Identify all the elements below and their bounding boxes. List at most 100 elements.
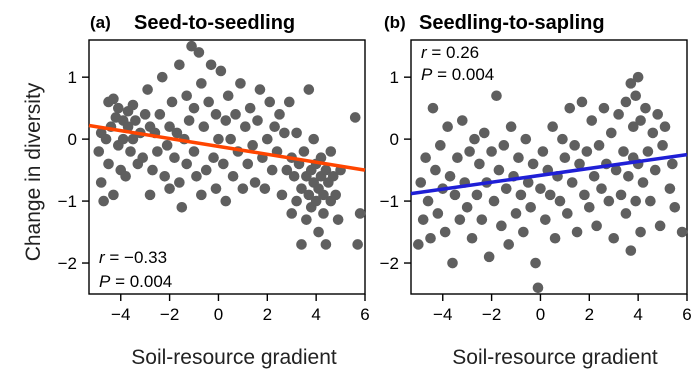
panel-b-data-point — [623, 170, 634, 182]
panel-b-data-point — [569, 140, 580, 151]
panel-b-fit-line — [410, 152, 688, 196]
panel-b-data-point — [557, 133, 568, 145]
panel-a-data-point — [240, 121, 251, 133]
panel-b-data-point — [471, 189, 483, 201]
panel-b-data-point — [476, 214, 488, 225]
panel-a-data-point — [166, 96, 178, 108]
panel-a-x-tick-label: 6 — [360, 305, 369, 324]
panel-a-data-point — [183, 115, 195, 126]
panel-a-x-axis-label: Soil-resource gradient — [131, 346, 337, 369]
panel-b-data-point — [456, 115, 468, 126]
panel-b-data-point — [522, 177, 534, 188]
panel-a-data-point — [98, 195, 109, 207]
panel-b-letter: (b) — [384, 13, 406, 32]
panel-a-data-point — [237, 183, 249, 194]
panel-a-data-point — [164, 121, 175, 133]
panel-a-data-point — [127, 133, 139, 145]
panel-a-data-point — [283, 96, 295, 108]
panel-b-data-point — [544, 189, 556, 201]
panel-a-data-point — [227, 170, 239, 182]
panel-a-ticks: −4 −2 0 2 4 6 −2 −1 0 1 — [58, 68, 370, 324]
panel-b-ticks: −4 −2 0 2 4 6 −2 −1 0 1 — [380, 68, 692, 324]
panel-b-data-point — [527, 158, 539, 170]
panel-a-x-tick-label: 2 — [263, 305, 272, 324]
panel-b-data-point — [425, 232, 436, 244]
panel-b-data-point — [637, 177, 649, 188]
panel-a-data-point — [188, 102, 200, 114]
panel-b-data-point — [435, 140, 446, 151]
panel-b: (b) Seedling-to-sapling −4 −2 0 2 4 6 −2 −1 0 1 r… — [380, 12, 692, 369]
panel-a-data-point — [213, 133, 224, 145]
panel-a-data-point — [220, 115, 232, 126]
panel-a-x-tick-label: −4 — [111, 305, 130, 324]
panel-a-data-point — [137, 152, 149, 164]
panel-b-frame — [410, 39, 688, 295]
panel-b-data-point — [608, 232, 620, 244]
panel-a-data-point — [303, 189, 315, 201]
panel-a-data-point — [176, 201, 188, 213]
panel-b-data-point — [464, 146, 475, 157]
panel-a-data-point — [296, 239, 307, 250]
panel-b-data-point — [632, 71, 644, 83]
panel-a-data-point — [181, 90, 192, 102]
panel-a-data-point — [279, 127, 290, 139]
panel-b-data-point — [491, 90, 502, 102]
panel-b-data-point — [496, 220, 507, 232]
panel-b-data-point — [615, 189, 627, 201]
panel-b-data-point — [576, 96, 588, 108]
panel-a-data-point — [181, 158, 192, 170]
panel-b-data-point — [532, 282, 544, 294]
panel-a-data-point — [218, 158, 229, 170]
panel-a-x-tick-label: 4 — [311, 305, 320, 324]
panel-b-title: Seedling-to-sapling — [419, 12, 605, 34]
panel-b-data-point — [444, 170, 456, 182]
panel-b-y-tick-label: 0 — [390, 130, 399, 149]
panel-b-data-point — [667, 158, 678, 170]
panel-b-data-point — [625, 245, 637, 256]
panel-b-data-point — [657, 140, 668, 151]
panel-a-data-point — [242, 158, 254, 170]
panel-a-data-point — [327, 170, 339, 182]
panel-b-data-point — [559, 152, 571, 164]
panel-a-data-point — [161, 140, 173, 151]
panel-b-data-point — [525, 201, 536, 213]
panel-a-data-point — [274, 109, 285, 120]
panel-b-data-point — [564, 102, 576, 114]
panel-a-data-point — [205, 59, 217, 71]
panel-a-data-point — [139, 109, 151, 120]
panel-b-data-point — [469, 133, 480, 145]
panel-a-data-point — [191, 170, 202, 182]
panel-a-data-point — [230, 109, 241, 120]
panel-b-data-point — [613, 109, 624, 120]
panel-a-data-point — [325, 146, 337, 157]
panel-b-y-tick-label: −2 — [380, 254, 399, 273]
panel-b-data-point — [439, 226, 451, 238]
panel-a-data-point — [259, 183, 271, 194]
panel-b-data-point — [498, 140, 510, 151]
panel-b-data-point — [635, 226, 646, 238]
panel-b-data-point — [430, 164, 441, 176]
panel-b-data-point — [447, 257, 458, 269]
panel-b-data-point — [586, 115, 598, 126]
panel-a-data-point — [198, 121, 210, 133]
panel-a-data-point — [220, 195, 232, 207]
panel-b-data-point — [503, 239, 514, 250]
panel-a-data-point — [264, 96, 276, 108]
panel-a-data-point — [142, 84, 153, 95]
panel-b-r-stat: r = 0.26 — [421, 43, 479, 62]
panel-b-data-point — [598, 102, 610, 114]
panel-a-data-point — [269, 121, 280, 133]
panel-b-data-point — [635, 115, 646, 126]
panel-b-x-tick-label: 2 — [585, 305, 594, 324]
panel-a-data-point — [130, 115, 141, 126]
panel-a-data-point — [193, 47, 205, 58]
panel-a-data-point — [296, 183, 307, 194]
panel-a-p-stat: P = 0.004 — [99, 272, 172, 291]
panel-b-data-point — [610, 164, 622, 176]
panel-a-title: Seed-to-seedling — [134, 12, 295, 34]
panel-b-x-tick-label: −4 — [433, 305, 452, 324]
panel-a-points — [93, 40, 366, 250]
panel-b-data-point — [518, 226, 529, 238]
panel-a-data-point — [310, 195, 322, 207]
panel-b-x-axis-label: Soil-resource gradient — [452, 346, 658, 369]
